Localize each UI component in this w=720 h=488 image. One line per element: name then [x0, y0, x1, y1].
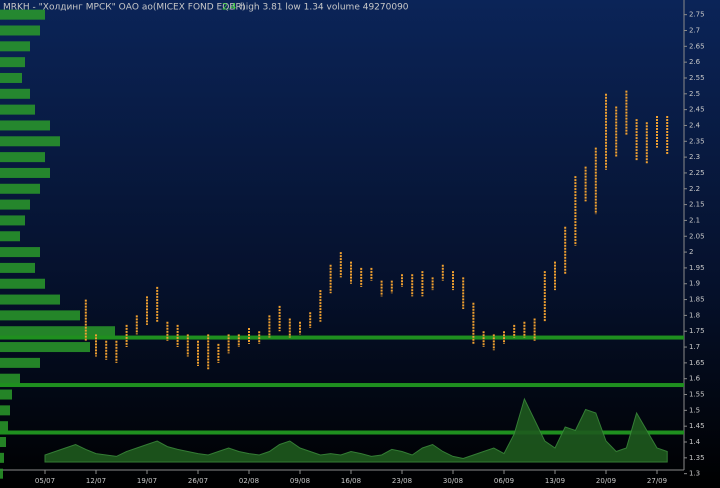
x-tick-label: 13/09	[545, 477, 565, 485]
x-tick-label: 06/09	[494, 477, 514, 485]
profile-bar	[0, 310, 80, 321]
profile-bar	[0, 88, 30, 99]
y-tick-label: 1.7	[689, 343, 700, 351]
y-tick-label: 2.5	[689, 90, 700, 98]
y-tick-label: 1.9	[689, 280, 700, 288]
y-tick-label: 1.3	[689, 470, 700, 478]
last-price: 2.4	[222, 3, 237, 13]
y-tick-label: 2	[689, 248, 693, 256]
profile-bar	[0, 136, 60, 147]
y-tick-label: 2.05	[689, 232, 705, 240]
level-line	[0, 383, 684, 388]
profile-bar	[0, 373, 20, 384]
y-tick-label: 1.45	[689, 422, 705, 430]
level-line	[0, 335, 684, 340]
profile-bar	[0, 152, 45, 163]
profile-bar	[0, 342, 90, 353]
y-tick-label: 2.3	[689, 153, 700, 161]
y-tick-label: 1.65	[689, 359, 705, 367]
profile-bar	[0, 72, 22, 83]
profile-bar	[0, 326, 115, 337]
y-tick-label: 1.85	[689, 296, 705, 304]
profile-bar	[0, 199, 30, 210]
x-tick-label: 16/08	[341, 477, 361, 485]
profile-bar	[0, 389, 12, 400]
profile-bar	[0, 247, 40, 258]
y-tick-label: 2.1	[689, 216, 700, 224]
y-tick-label: 2.55	[689, 74, 705, 82]
y-tick-label: 1.55	[689, 391, 705, 399]
y-tick-label: 1.6	[689, 375, 701, 383]
y-tick-label: 1.95	[689, 264, 705, 272]
profile-bar	[0, 57, 25, 68]
profile-bar	[0, 167, 50, 178]
x-tick-label: 20/09	[596, 477, 616, 485]
x-tick-label: 23/08	[392, 477, 412, 485]
y-tick-label: 2.25	[689, 169, 705, 177]
profile-bar	[0, 294, 60, 305]
profile-bar	[0, 421, 8, 432]
stats: high 3.81 low 1.34 volume 49270090	[240, 3, 409, 13]
profile-bar	[0, 468, 3, 479]
profile-bar	[0, 9, 45, 20]
chart-title: MRKH - "Холдинг МРСК" ОАО ао(MICEX FOND …	[3, 3, 245, 13]
x-tick-label: 30/08	[443, 477, 463, 485]
x-tick-label: 19/07	[137, 477, 157, 485]
y-tick-label: 2.7	[689, 26, 700, 34]
y-tick-label: 2.4	[689, 121, 701, 129]
profile-bar	[0, 25, 40, 36]
y-tick-label: 2.2	[689, 185, 700, 193]
x-tick-label: 02/08	[239, 477, 259, 485]
x-tick-label: 27/09	[647, 477, 667, 485]
volume-area	[44, 397, 668, 463]
profile-bar	[0, 231, 20, 242]
y-tick-label: 1.5	[689, 406, 700, 414]
profile-bar	[0, 104, 35, 115]
y-tick-label: 1.35	[689, 454, 705, 462]
profile-bar	[0, 41, 30, 52]
level-line	[0, 430, 684, 435]
profile-bar	[0, 120, 50, 131]
x-tick-label: 05/07	[35, 477, 55, 485]
y-tick-label: 2.65	[689, 42, 705, 50]
y-tick-label: 2.75	[689, 11, 705, 19]
profile-bar	[0, 262, 35, 273]
y-tick-label: 1.8	[689, 311, 700, 319]
y-tick-label: 2.35	[689, 137, 705, 145]
profile-bar	[0, 405, 10, 416]
y-tick-label: 2.45	[689, 106, 705, 114]
x-tick-label: 09/08	[290, 477, 310, 485]
x-tick-label: 12/07	[86, 477, 106, 485]
profile-bar	[0, 183, 40, 194]
profile-bar	[0, 452, 4, 463]
profile-bar	[0, 357, 40, 368]
x-tick-label: 26/07	[188, 477, 208, 485]
profile-bar	[0, 215, 25, 226]
y-tick-label: 2.6	[689, 58, 701, 66]
y-tick-label: 1.4	[689, 438, 701, 446]
profile-bar	[0, 437, 6, 448]
y-tick-label: 1.75	[689, 327, 705, 335]
profile-bar	[0, 278, 45, 289]
y-tick-label: 2.15	[689, 201, 705, 209]
